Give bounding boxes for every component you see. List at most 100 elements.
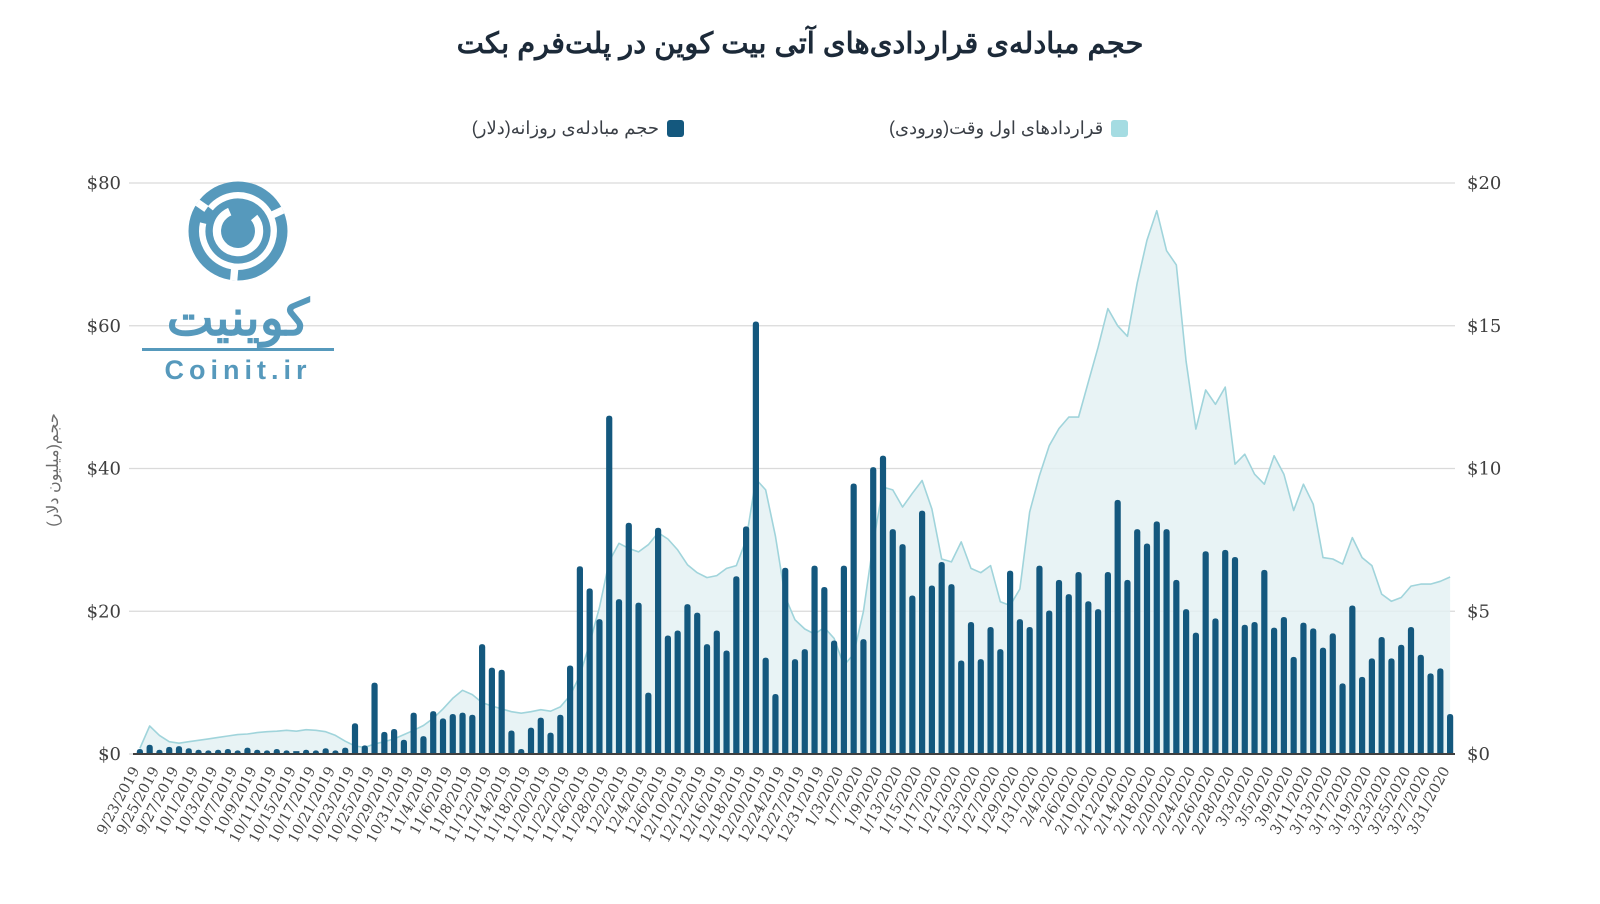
volume-bar[interactable] [909, 595, 916, 754]
volume-bar[interactable] [1124, 579, 1131, 754]
volume-bar[interactable] [840, 565, 847, 754]
volume-bar[interactable] [518, 749, 525, 754]
legend-item-daily-volume[interactable]: حجم مبادله‌ی روزانه(دلار) [472, 118, 684, 139]
volume-bar[interactable] [606, 415, 613, 754]
volume-bar[interactable] [1222, 549, 1229, 754]
volume-bar[interactable] [1231, 557, 1239, 754]
volume-bar[interactable] [322, 748, 329, 754]
volume-bar[interactable] [772, 694, 779, 754]
volume-bar[interactable] [1241, 624, 1248, 754]
volume-bar[interactable] [1271, 627, 1278, 754]
volume-bar[interactable] [1280, 616, 1287, 754]
volume-bar[interactable] [1095, 609, 1102, 754]
volume-bar[interactable] [821, 586, 828, 754]
volume-bar[interactable] [997, 649, 1004, 754]
volume-bar[interactable] [625, 522, 632, 754]
volume-bar[interactable] [391, 729, 398, 754]
volume-bar[interactable] [1300, 622, 1307, 754]
volume-bar[interactable] [381, 731, 388, 754]
volume-bar[interactable] [547, 732, 554, 754]
volume-bar[interactable] [303, 749, 310, 754]
volume-bar[interactable] [1134, 529, 1141, 754]
volume-bar[interactable] [791, 659, 799, 754]
volume-bar[interactable] [801, 649, 808, 754]
volume-bar[interactable] [664, 635, 671, 754]
volume-bar[interactable] [224, 749, 231, 754]
volume-bar[interactable] [537, 717, 544, 754]
volume-bar[interactable] [1163, 529, 1170, 754]
volume-bar[interactable] [215, 749, 222, 754]
volume-bar[interactable] [1085, 601, 1092, 754]
volume-bar[interactable] [1290, 656, 1297, 754]
volume-bar[interactable] [459, 712, 466, 754]
volume-bar[interactable] [586, 588, 593, 754]
volume-bar[interactable] [1055, 579, 1063, 754]
volume-bar[interactable] [156, 749, 163, 754]
volume-bar[interactable] [576, 566, 583, 754]
volume-bar[interactable] [1359, 676, 1366, 754]
volume-bar[interactable] [762, 657, 769, 754]
volume-bar[interactable] [713, 630, 720, 754]
volume-bar[interactable] [1192, 632, 1199, 754]
volume-bar[interactable] [1261, 569, 1268, 754]
volume-bar[interactable] [439, 718, 447, 754]
volume-bar[interactable] [1143, 543, 1151, 754]
volume-bar[interactable] [508, 730, 515, 754]
volume-bar[interactable] [1104, 571, 1111, 754]
volume-bar[interactable] [919, 510, 926, 754]
volume-bar[interactable] [635, 602, 642, 754]
volume-bar[interactable] [645, 692, 652, 754]
volume-bar[interactable] [928, 585, 935, 754]
volume-bar[interactable] [889, 529, 896, 754]
volume-bar[interactable] [1310, 628, 1317, 754]
volume-bar[interactable] [1447, 714, 1454, 754]
volume-bar[interactable] [185, 748, 192, 754]
volume-bar[interactable] [146, 744, 153, 754]
volume-bar[interactable] [977, 659, 984, 754]
volume-bar[interactable] [655, 527, 662, 754]
volume-bar[interactable] [273, 749, 280, 754]
volume-bar[interactable] [1398, 644, 1405, 754]
volume-bar[interactable] [1026, 626, 1033, 754]
volume-bar[interactable] [615, 599, 623, 754]
volume-bar[interactable] [1378, 636, 1385, 754]
volume-bar[interactable] [567, 665, 574, 754]
volume-bar[interactable] [1075, 571, 1082, 754]
volume-bar[interactable] [195, 749, 202, 754]
volume-bar[interactable] [1114, 499, 1121, 754]
volume-bar[interactable] [175, 746, 183, 754]
volume-bar[interactable] [1407, 626, 1415, 754]
volume-bar[interactable] [860, 639, 867, 754]
volume-bar[interactable] [371, 682, 378, 754]
volume-bar[interactable] [1368, 658, 1375, 754]
volume-bar[interactable] [479, 644, 486, 754]
volume-bar[interactable] [527, 727, 535, 754]
volume-bar[interactable] [703, 644, 711, 754]
volume-bar[interactable] [870, 467, 877, 754]
volume-bar[interactable] [1202, 551, 1209, 754]
volume-bar[interactable] [1173, 579, 1180, 754]
volume-bar[interactable] [1319, 647, 1327, 754]
volume-bar[interactable] [782, 567, 789, 754]
volume-bar[interactable] [684, 604, 691, 754]
volume-bar[interactable] [899, 544, 906, 754]
volume-bar[interactable] [1329, 633, 1336, 754]
volume-bar[interactable] [694, 612, 701, 754]
volume-bar[interactable] [938, 562, 945, 754]
legend-item-entry-contracts[interactable]: قراردادهای اول وقت(ورودی) [889, 118, 1129, 139]
volume-bar[interactable] [879, 455, 887, 754]
volume-bar[interactable] [410, 712, 417, 754]
volume-bar[interactable] [752, 321, 759, 754]
volume-bar[interactable] [1007, 570, 1014, 754]
volume-bar[interactable] [958, 660, 965, 754]
volume-bar[interactable] [1016, 619, 1023, 754]
volume-bar[interactable] [430, 711, 437, 754]
volume-bar[interactable] [850, 483, 857, 754]
volume-bar[interactable] [420, 736, 427, 754]
volume-bar[interactable] [1153, 521, 1160, 754]
volume-bar[interactable] [1065, 594, 1072, 754]
volume-bar[interactable] [948, 584, 955, 754]
volume-bar[interactable] [244, 747, 251, 754]
volume-bar[interactable] [1212, 618, 1219, 754]
volume-bar[interactable] [361, 745, 368, 754]
